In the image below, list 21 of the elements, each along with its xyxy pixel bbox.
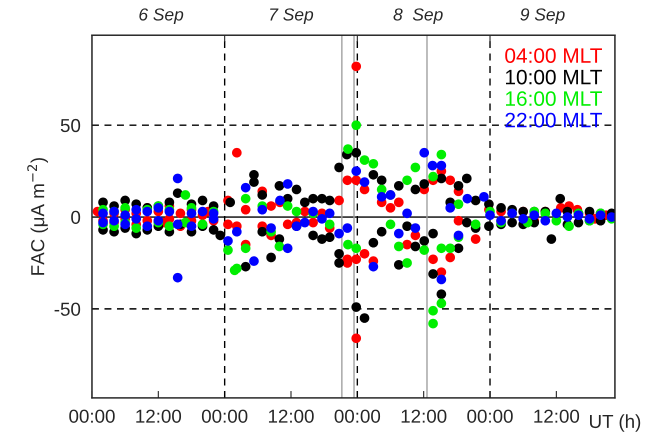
y-tick-label: 50 bbox=[60, 118, 80, 132]
text: 04:00 MLT bbox=[505, 48, 602, 63]
x-tick-label: 00:00 bbox=[334, 410, 380, 423]
x2-tick-label: 6 Sep bbox=[139, 8, 184, 24]
text: 22:00 MLT bbox=[505, 112, 602, 128]
y-tick-label: 0 bbox=[71, 210, 80, 224]
x2-tick-label: 7 Sep bbox=[270, 8, 314, 24]
text: 16:00 MLT bbox=[506, 91, 602, 106]
x-tick-label: 00:00 bbox=[202, 410, 248, 423]
x-tick-label: 12:00 bbox=[534, 410, 580, 423]
x-tick-label: 12:00 bbox=[136, 410, 182, 423]
x-tick-label: 00:00 bbox=[467, 410, 513, 423]
x-tick-label: 12:00 bbox=[268, 410, 314, 423]
x-tick-label: 12:00 bbox=[402, 410, 446, 423]
x-tick-label: 00:00 bbox=[69, 410, 115, 423]
text: 10:00 MLT bbox=[506, 70, 602, 84]
y-axis-title: FAC (μA m$^{−2}$) bbox=[27, 158, 48, 275]
y-tick-label: -50 bbox=[54, 302, 80, 316]
x-axis-title: UT (h) bbox=[590, 414, 640, 432]
x2-tick-label: 8 Sep bbox=[394, 8, 443, 24]
x2-tick-label: 9 Sep bbox=[520, 8, 565, 24]
